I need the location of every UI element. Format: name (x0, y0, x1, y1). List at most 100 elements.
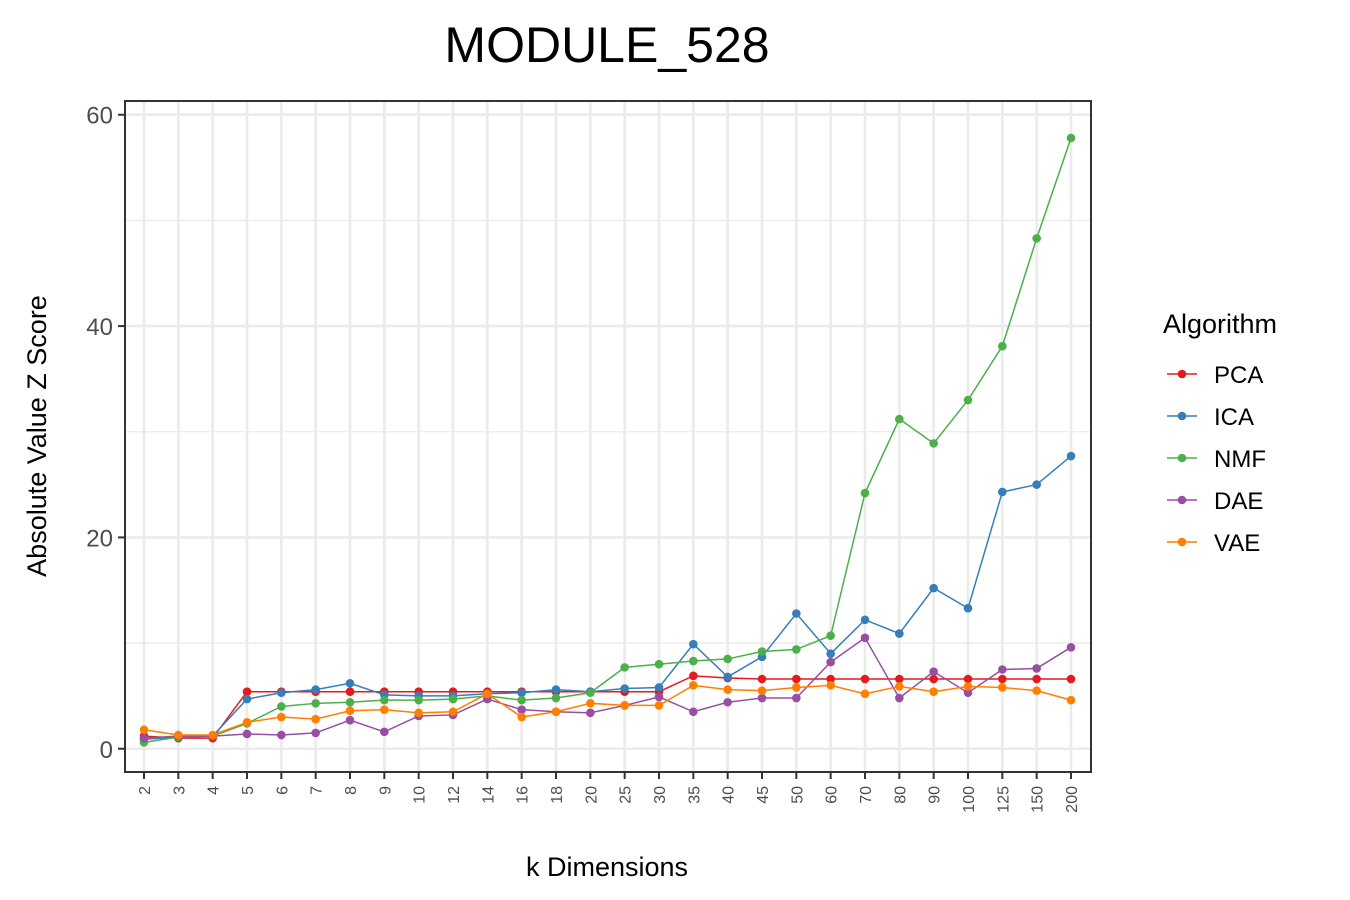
legend-title: Algorithm (1163, 309, 1277, 339)
series-line-dae (143, 636, 1072, 739)
x-tick-label: 45 (755, 786, 772, 804)
data-point-pca (792, 674, 801, 684)
data-point-nmf (1032, 234, 1041, 243)
data-point-vae (654, 701, 664, 710)
x-tick-label: 9 (377, 786, 394, 795)
data-point-ica (1032, 480, 1041, 489)
legend-label-nmf: NMF (1214, 446, 1266, 473)
data-point-nmf (723, 654, 732, 664)
data-point-dae (1066, 643, 1076, 652)
x-tick-label: 40 (721, 786, 738, 804)
data-point-pca (929, 674, 938, 684)
data-point-dae (345, 715, 355, 725)
data-point-nmf (345, 697, 355, 707)
legend: Algorithm PCA ICA NMF DAE VAE (1163, 309, 1277, 557)
data-point-dae (757, 693, 767, 703)
data-point-vae (448, 707, 458, 717)
data-point-dae (826, 657, 835, 667)
x-tick-label: 100 (961, 786, 978, 813)
data-point-ica (723, 672, 732, 682)
data-point-pca (1032, 674, 1041, 684)
data-point-nmf (654, 659, 664, 669)
x-tick-label: 6 (274, 786, 291, 795)
legend-key-point-pca (1177, 369, 1187, 379)
x-axis-label: k Dimensions (526, 852, 688, 882)
data-point-vae (311, 714, 320, 724)
legend-key-point-ica (1177, 411, 1187, 421)
data-point-dae (586, 708, 595, 718)
data-point-nmf (414, 695, 423, 705)
data-point-vae (1066, 695, 1076, 705)
data-point-pca (895, 674, 904, 684)
y-axis: 0 20 40 60 (86, 103, 125, 764)
series-line-vae (143, 684, 1072, 736)
data-point-pca (1066, 674, 1076, 684)
x-tick-label: 125 (995, 786, 1012, 813)
data-point-vae (208, 730, 217, 740)
y-axis-label: Absolute Value Z Score (22, 295, 52, 577)
data-point-ica (998, 487, 1007, 497)
data-point-dae (311, 728, 320, 738)
series-line-nmf (143, 137, 1072, 744)
x-tick-label: 80 (892, 786, 909, 804)
data-point-nmf (757, 647, 767, 656)
data-point-dae (1032, 664, 1041, 673)
data-point-ica (792, 609, 801, 618)
data-point-vae (345, 706, 355, 716)
x-tick-label: 70 (858, 786, 875, 804)
data-point-vae (895, 682, 904, 691)
data-point-ica (345, 678, 355, 688)
data-point-ica (277, 688, 286, 698)
data-point-vae (826, 681, 835, 690)
x-tick-label: 3 (171, 786, 188, 795)
data-point-vae (277, 712, 286, 722)
data-point-ica (895, 629, 904, 638)
data-point-ica (654, 683, 664, 692)
data-point-pca (689, 671, 698, 681)
data-point-vae (174, 730, 183, 740)
data-point-dae (792, 693, 801, 703)
data-point-dae (380, 727, 389, 737)
data-point-nmf (860, 488, 870, 498)
legend-label-pca: PCA (1214, 362, 1263, 389)
data-point-vae (963, 682, 973, 691)
data-point-nmf (929, 439, 938, 448)
data-point-vae (483, 689, 492, 699)
data-point-ica (311, 685, 320, 694)
data-point-vae (929, 687, 938, 696)
data-point-vae (757, 686, 767, 695)
x-tick-label: 5 (240, 786, 257, 795)
data-point-ica (929, 583, 938, 593)
data-point-pca (963, 674, 973, 684)
data-point-ica (242, 694, 252, 704)
data-point-ica (620, 684, 629, 693)
data-point-dae (860, 633, 870, 643)
data-point-vae (860, 689, 870, 699)
x-tick-label: 12 (446, 786, 463, 804)
data-point-vae (792, 683, 801, 692)
x-tick-label: 7 (309, 786, 326, 795)
data-point-dae (139, 733, 149, 743)
x-tick-label: 14 (480, 786, 497, 804)
legend-label-dae: DAE (1214, 488, 1263, 515)
data-point-dae (517, 705, 526, 714)
data-point-dae (723, 697, 732, 707)
x-tick-label: 10 (412, 786, 429, 804)
data-point-vae (551, 707, 561, 717)
y-tick-label: 60 (86, 103, 113, 130)
data-point-ica (517, 688, 526, 698)
data-point-vae (414, 708, 423, 718)
series-line-ica (143, 455, 1072, 740)
data-point-nmf (826, 631, 835, 640)
data-point-vae (242, 718, 252, 727)
x-tick-label: 20 (583, 786, 600, 804)
data-point-dae (689, 707, 698, 717)
data-point-nmf (311, 699, 320, 708)
legend-key-point-vae (1177, 537, 1187, 547)
data-point-vae (620, 701, 629, 710)
x-tick-label: 60 (824, 786, 841, 804)
series-layer (139, 133, 1076, 747)
data-point-vae (586, 699, 595, 708)
data-point-pca (242, 687, 252, 696)
y-tick-label: 0 (100, 737, 113, 764)
